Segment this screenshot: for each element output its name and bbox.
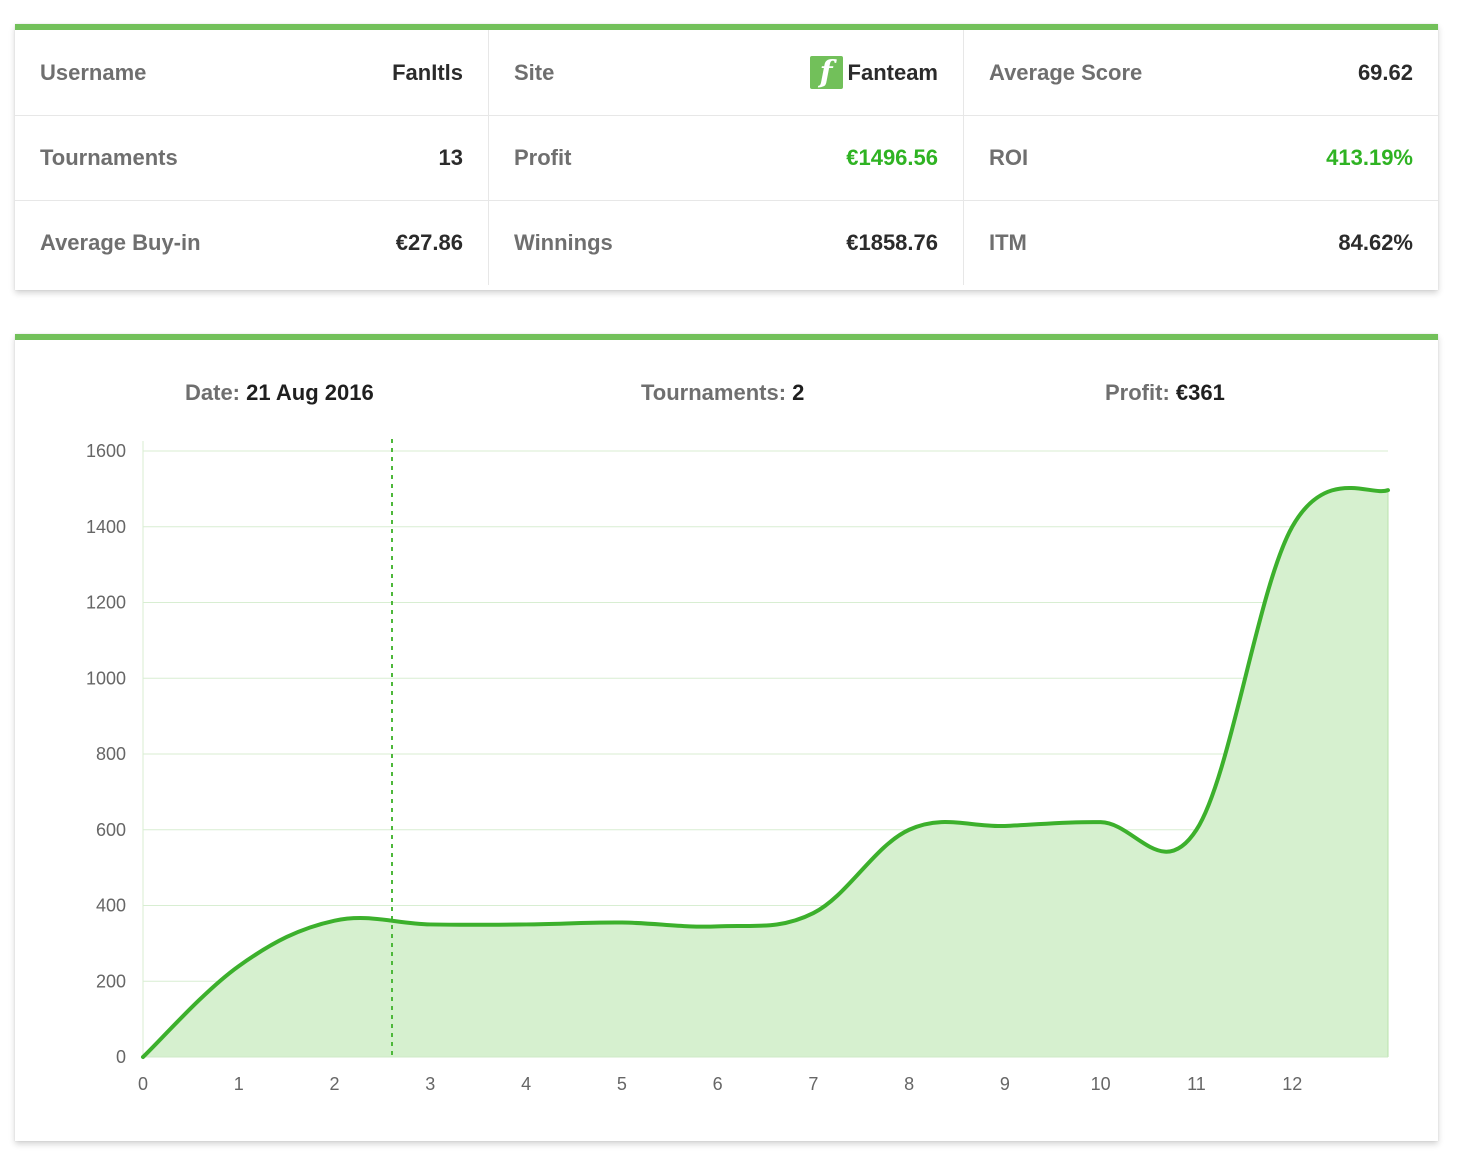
average-buyin-value: €27.86 bbox=[395, 230, 463, 255]
hover-tournaments-value: 2 bbox=[792, 380, 805, 405]
y-tick-label: 1400 bbox=[86, 517, 126, 537]
username-value: FanItls bbox=[392, 59, 463, 85]
fanteam-logo-icon: f bbox=[809, 55, 843, 90]
itm-value: 84.62% bbox=[1338, 230, 1413, 255]
site-label: Site bbox=[514, 59, 555, 85]
x-tick-label: 5 bbox=[617, 1074, 627, 1094]
y-tick-label: 0 bbox=[116, 1047, 126, 1067]
profit-line bbox=[141, 486, 1390, 1059]
x-tick-label: 8 bbox=[904, 1074, 914, 1094]
itm-cell: ITM 84.62% bbox=[964, 201, 1438, 285]
x-tick-label: 6 bbox=[713, 1074, 723, 1094]
x-tick-label: 4 bbox=[521, 1074, 531, 1094]
hover-tournaments-label: Tournaments: bbox=[641, 380, 787, 405]
tournaments-value: 13 bbox=[438, 145, 463, 170]
x-tick-label: 12 bbox=[1282, 1074, 1302, 1094]
hover-date-value: 21 Aug 2016 bbox=[246, 380, 374, 405]
x-tick-label: 11 bbox=[1187, 1074, 1206, 1094]
winnings-value: €1858.76 bbox=[846, 230, 938, 255]
x-tick-label: 0 bbox=[138, 1074, 148, 1094]
site-value: f Fanteam bbox=[809, 55, 938, 90]
itm-label: ITM bbox=[989, 230, 1027, 255]
x-tick-label: 9 bbox=[1000, 1074, 1010, 1094]
username-label: Username bbox=[40, 59, 147, 85]
roi-value: 413.19% bbox=[1326, 145, 1413, 170]
x-tick-label: 3 bbox=[425, 1074, 435, 1094]
x-tick-label: 2 bbox=[330, 1074, 340, 1094]
average-score-cell: Average Score 69.62 bbox=[964, 30, 1438, 116]
profit-area bbox=[143, 487, 1388, 1058]
site-name: Fanteam bbox=[847, 59, 938, 85]
profit-label: Profit bbox=[514, 145, 572, 170]
site-cell: Site f Fanteam bbox=[489, 30, 964, 116]
hover-profit-value: €361 bbox=[1175, 380, 1225, 405]
username-cell: Username FanItls bbox=[15, 30, 489, 116]
x-tick-label: 1 bbox=[234, 1074, 244, 1094]
y-tick-label: 1000 bbox=[86, 668, 126, 688]
profit-cell: Profit €1496.56 bbox=[489, 116, 964, 201]
hover-date: Date: 21 Aug 2016 bbox=[185, 380, 374, 406]
hover-date-label: Date: bbox=[185, 380, 241, 405]
y-tick-label: 600 bbox=[96, 820, 126, 840]
average-score-value: 69.62 bbox=[1357, 59, 1413, 85]
hover-info-bar: Date: 21 Aug 2016 Tournaments: 2 Profit:… bbox=[15, 380, 1438, 410]
profit-value: €1496.56 bbox=[846, 145, 938, 170]
profit-chart-panel: Date: 21 Aug 2016 Tournaments: 2 Profit:… bbox=[15, 334, 1438, 1141]
tournaments-label: Tournaments bbox=[40, 145, 178, 170]
x-tick-label: 10 bbox=[1091, 1074, 1111, 1094]
y-tick-label: 400 bbox=[96, 896, 126, 916]
roi-cell: ROI 413.19% bbox=[964, 116, 1438, 201]
winnings-label: Winnings bbox=[514, 230, 613, 255]
y-tick-label: 800 bbox=[96, 744, 126, 764]
tournaments-cell: Tournaments 13 bbox=[15, 116, 489, 201]
hover-tournaments: Tournaments: 2 bbox=[641, 380, 804, 406]
hover-profit-label: Profit: bbox=[1105, 380, 1170, 405]
y-tick-label: 1200 bbox=[86, 593, 126, 613]
hover-profit: Profit: €361 bbox=[1105, 380, 1225, 406]
average-buyin-cell: Average Buy-in €27.86 bbox=[15, 201, 489, 285]
average-buyin-label: Average Buy-in bbox=[40, 230, 201, 255]
stats-panel: Username FanItls Site f Fanteam Average … bbox=[15, 24, 1438, 290]
y-tick-label: 200 bbox=[96, 971, 126, 991]
average-score-label: Average Score bbox=[989, 59, 1143, 85]
winnings-cell: Winnings €1858.76 bbox=[489, 201, 964, 285]
x-tick-label: 7 bbox=[808, 1074, 818, 1094]
roi-label: ROI bbox=[989, 145, 1029, 170]
y-tick-label: 1600 bbox=[86, 441, 126, 461]
